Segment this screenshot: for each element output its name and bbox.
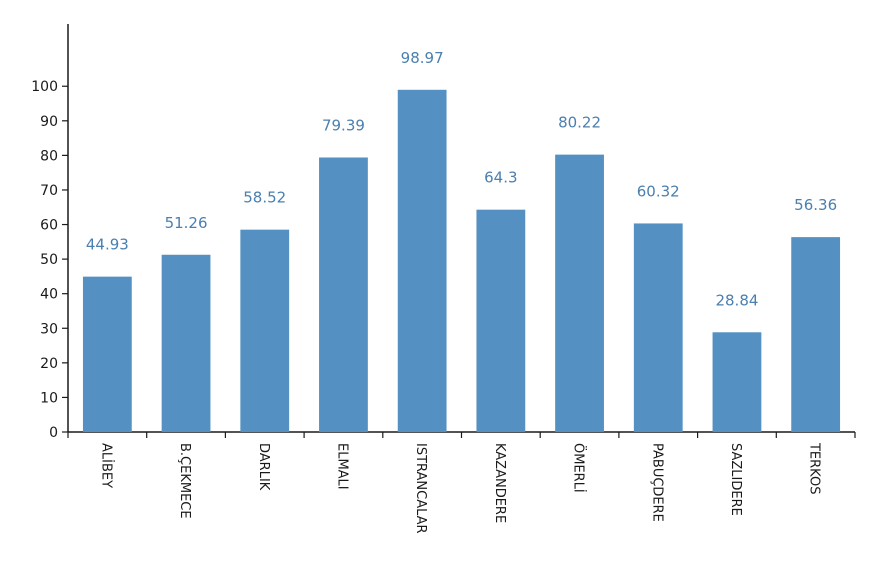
data-labels: 44.93 51.26 58.52 79.39 98.97 64.3 80.22 60.32 2… bbox=[86, 49, 837, 309]
y-tick-label: 90 bbox=[40, 114, 58, 130]
x-tick-label: ISTRANCALAR bbox=[413, 443, 428, 534]
y-tick-label: 60 bbox=[40, 218, 58, 234]
x-tick-label: PABUÇDERE bbox=[649, 443, 664, 522]
bar bbox=[82, 276, 132, 432]
x-tick-label: KAZANDERE bbox=[492, 443, 507, 523]
data-label: 58.52 bbox=[243, 189, 286, 207]
x-tick-label: DARLIK bbox=[256, 443, 271, 491]
y-tick-label: 10 bbox=[40, 390, 58, 406]
bar bbox=[791, 237, 841, 432]
bar bbox=[633, 223, 683, 432]
plot-area: 0 10 20 30 40 50 60 70 80 90 100 44.93 51.26 58.52 79… bbox=[31, 24, 856, 534]
y-axis-ticks: 0 10 20 30 40 50 60 70 80 90 100 bbox=[31, 79, 68, 441]
y-tick-label: 50 bbox=[40, 252, 58, 268]
x-tick-label: SAZLIDERE bbox=[728, 443, 743, 516]
data-label: 44.93 bbox=[86, 236, 129, 254]
y-tick-label: 20 bbox=[40, 356, 58, 372]
data-label: 51.26 bbox=[165, 214, 208, 232]
bars bbox=[82, 89, 841, 433]
data-label: 98.97 bbox=[401, 49, 444, 67]
data-label: 28.84 bbox=[715, 291, 758, 309]
y-tick-label: 40 bbox=[40, 287, 58, 303]
x-tick-label: ELMALI bbox=[334, 443, 349, 490]
x-axis-ticks: ALİBEY B.ÇEKMECE DARLIK ELMALI ISTRANCALAR KA… bbox=[67, 432, 856, 534]
data-label: 80.22 bbox=[558, 114, 601, 132]
bar bbox=[476, 209, 526, 432]
y-tick-label: 30 bbox=[40, 321, 58, 337]
y-tick-label: 70 bbox=[40, 183, 58, 199]
data-label: 56.36 bbox=[794, 196, 837, 214]
data-label: 60.32 bbox=[637, 182, 680, 200]
x-tick-label: ALİBEY bbox=[98, 443, 114, 488]
x-tick-label: B.ÇEKMECE bbox=[177, 443, 192, 519]
bar bbox=[240, 229, 290, 432]
data-label: 79.39 bbox=[322, 116, 365, 134]
bar bbox=[712, 332, 762, 432]
bar bbox=[319, 157, 368, 433]
bar bbox=[555, 154, 604, 432]
bar bbox=[161, 254, 211, 432]
bar bbox=[397, 89, 447, 432]
y-tick-label: 100 bbox=[31, 79, 58, 95]
x-tick-label: ÖMERLİ bbox=[571, 443, 588, 493]
y-tick-label: 0 bbox=[49, 425, 58, 441]
y-tick-label: 80 bbox=[40, 148, 58, 164]
data-label: 64.3 bbox=[484, 169, 517, 187]
x-tick-label: TERKOS bbox=[807, 442, 822, 495]
